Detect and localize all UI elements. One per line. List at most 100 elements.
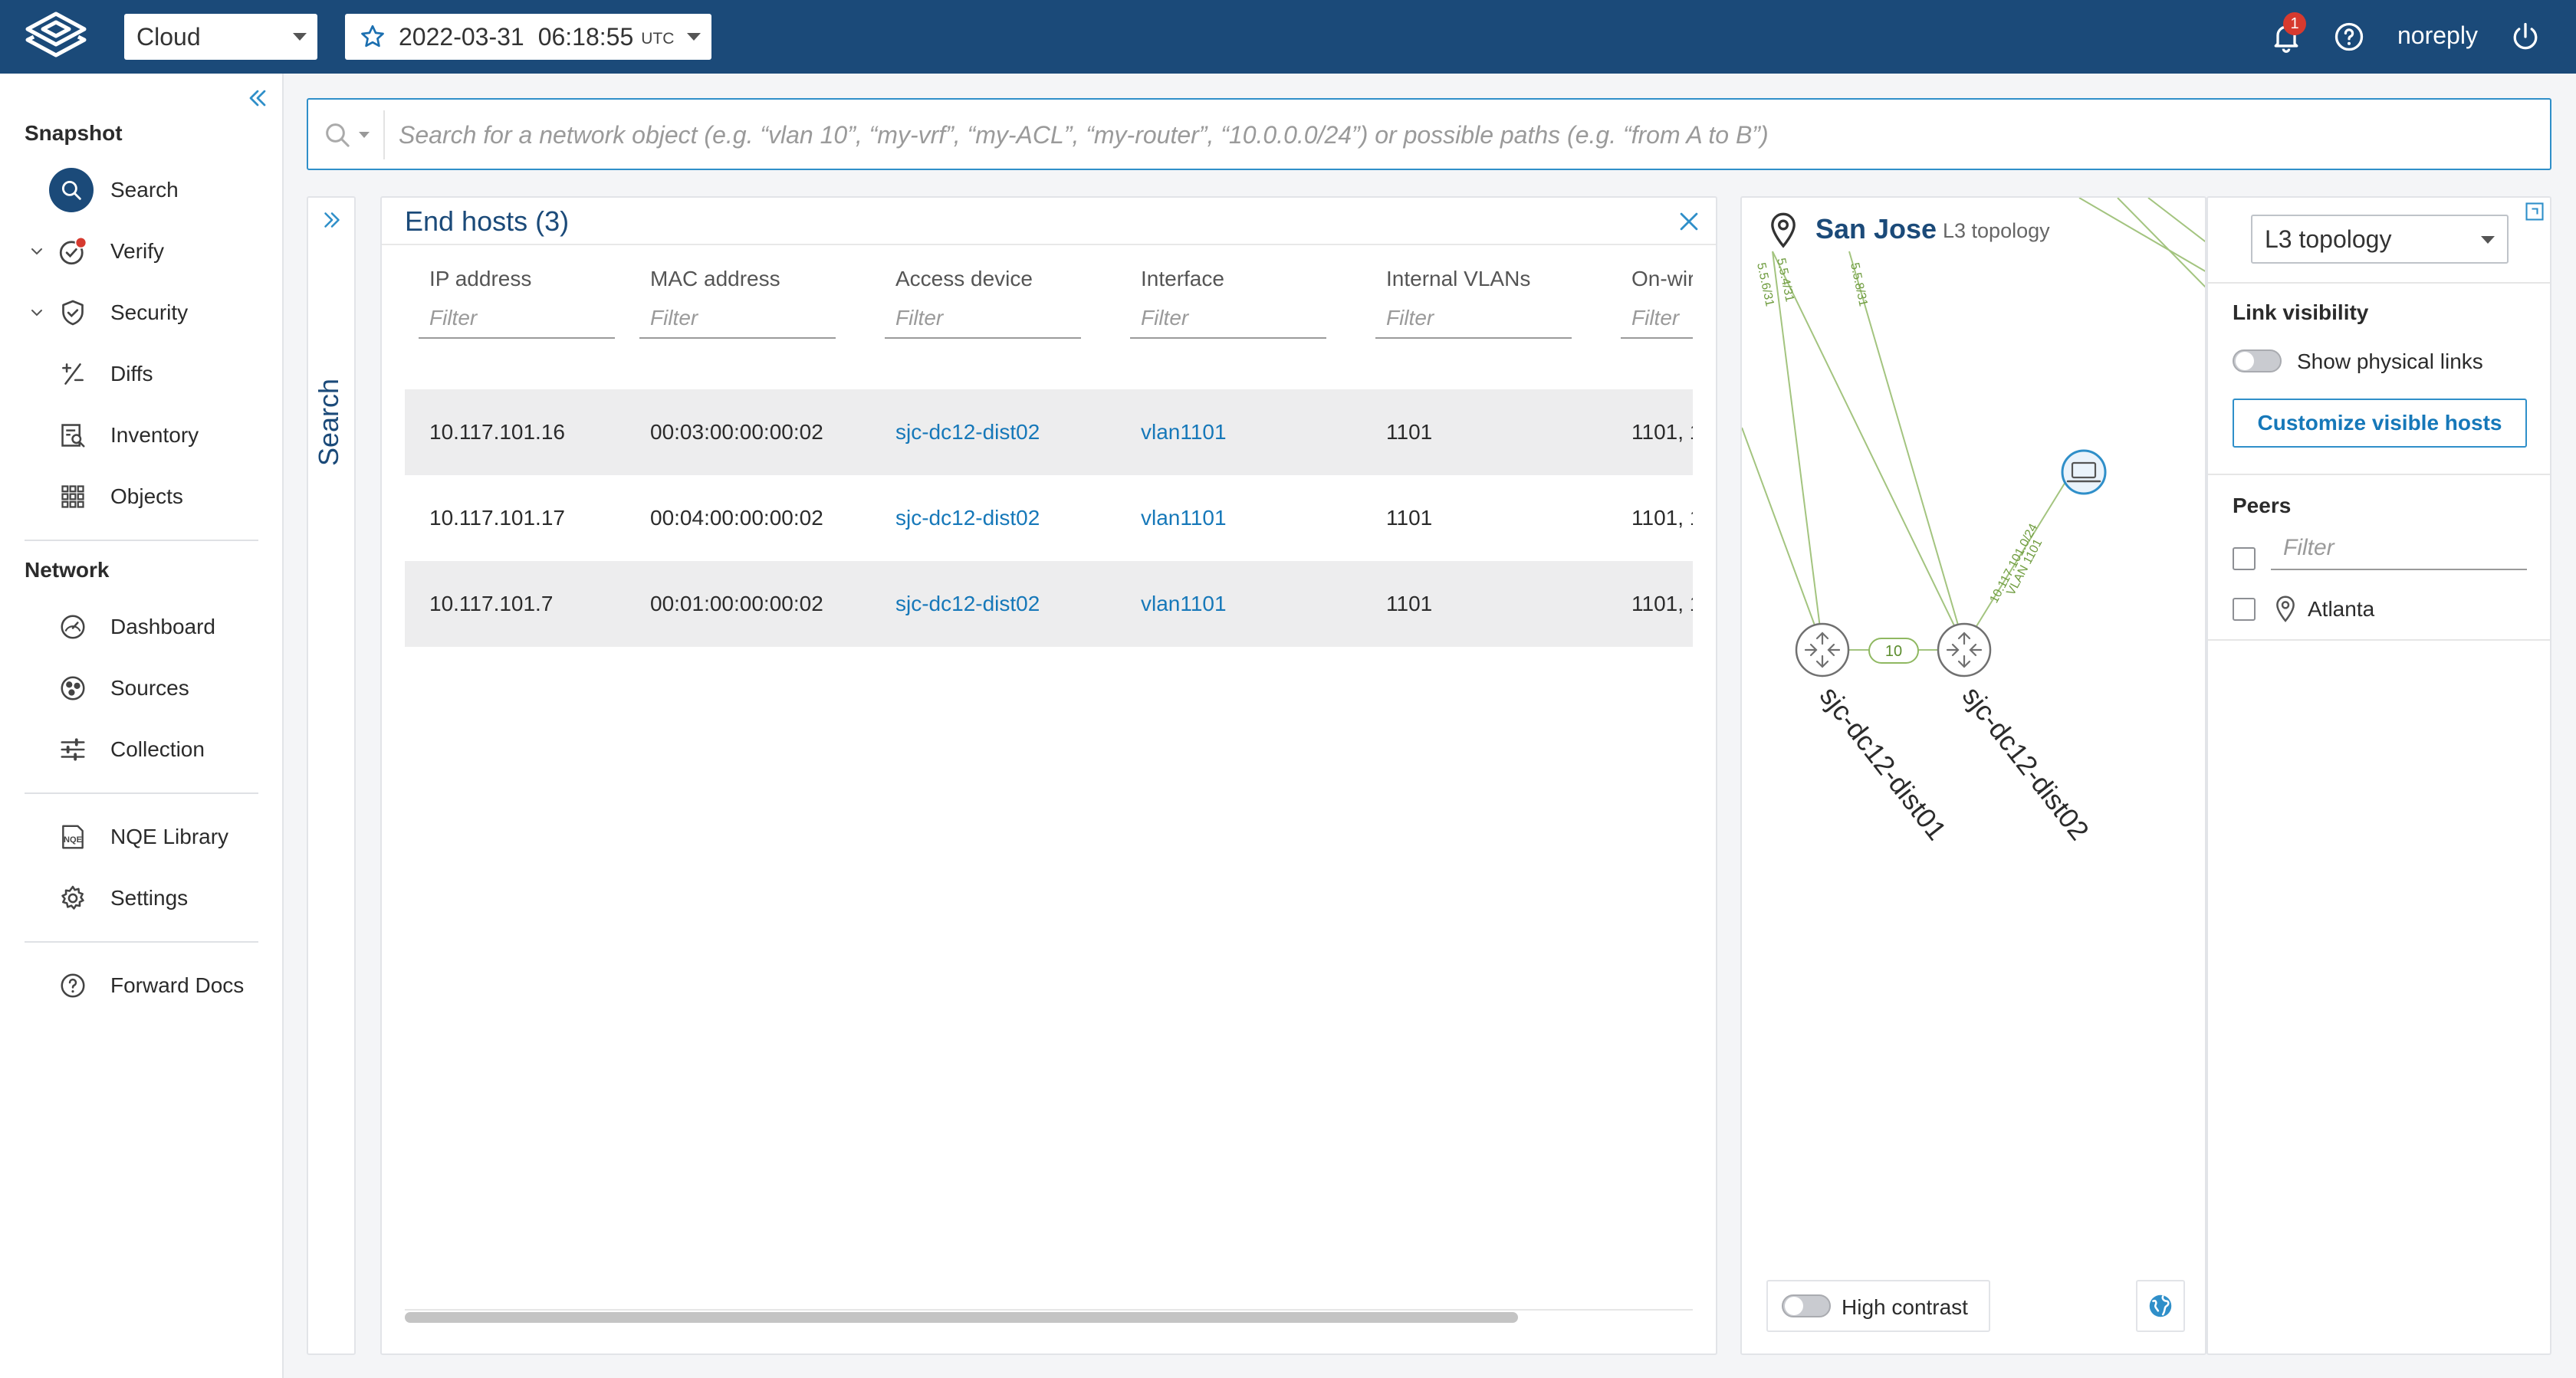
link-label: 5.5.6/31 (1754, 261, 1776, 307)
customize-visible-hosts-button[interactable]: Customize visible hosts (2233, 399, 2527, 448)
help-icon[interactable] (2332, 20, 2366, 54)
topology-site-name[interactable]: San Jose (1815, 213, 1937, 244)
sidebar-item-objects[interactable]: Objects (0, 469, 276, 524)
power-icon[interactable] (2509, 20, 2542, 54)
end-hosts-panel: End hosts (3) IP address MAC address Acc… (380, 196, 1717, 1355)
expand-panel-icon[interactable] (319, 207, 345, 233)
router-icon[interactable] (1795, 622, 1850, 678)
sidebar-item-sources[interactable]: Sources (0, 661, 276, 716)
sidebar-item-label: Search (110, 178, 179, 202)
table-row[interactable]: 10.117.101.17 00:04:00:00:00:02 sjc-dc12… (405, 475, 1693, 561)
search-icon[interactable] (322, 120, 353, 150)
sidebar-item-dashboard[interactable]: Dashboard (0, 599, 276, 655)
location-pin-icon (1771, 212, 1796, 248)
sidebar-item-verify[interactable]: Verify (0, 224, 276, 279)
link-count-badge[interactable] (1868, 638, 1919, 664)
panel-divider (2208, 474, 2550, 475)
sidebar-divider (25, 941, 258, 943)
column-header-internal-vlans[interactable]: Internal VLANs (1386, 267, 1531, 290)
interface-link[interactable]: vlan1101 (1141, 420, 1227, 444)
globe-button[interactable] (2136, 1280, 2185, 1332)
access-device-filter-input[interactable] (885, 299, 1081, 339)
sidebar-item-label: NQE Library (110, 825, 229, 848)
search-rail-label[interactable]: Search (313, 378, 344, 466)
peers-select-all-checkbox[interactable] (2233, 547, 2256, 570)
mac-filter-input[interactable] (639, 299, 836, 339)
peer-checkbox-atlanta[interactable] (2233, 598, 2256, 621)
link-count: 10 (1885, 643, 1902, 660)
close-icon[interactable] (1676, 208, 1702, 235)
sidebar-item-collection[interactable]: Collection (0, 722, 276, 777)
snapshot-date: 2022-03-31 (399, 22, 524, 51)
collapse-sidebar-icon[interactable] (244, 84, 271, 112)
chevron-down-icon[interactable] (28, 242, 46, 261)
interface-filter-input[interactable] (1130, 299, 1326, 339)
internal-vlans-filter-input[interactable] (1375, 299, 1572, 339)
interface-link[interactable]: vlan1101 (1141, 592, 1227, 615)
column-header-access-device[interactable]: Access device (895, 267, 1033, 290)
undock-icon[interactable] (2524, 201, 2545, 222)
on-wire-cell: 1101, 1 (1631, 420, 1693, 444)
sidebar-item-search[interactable]: Search (0, 162, 276, 218)
column-header-on-wire[interactable]: On-wir (1631, 267, 1693, 290)
sidebar-item-label: Sources (110, 676, 189, 700)
access-device-link[interactable]: sjc-dc12-dist02 (895, 506, 1040, 530)
table-row[interactable]: 10.117.101.16 00:03:00:00:00:02 sjc-dc12… (405, 389, 1693, 475)
horizontal-scrollbar-track[interactable] (405, 1309, 1693, 1323)
topology-view-value: L3 topology (2265, 225, 2392, 253)
svg-text:NQE: NQE (64, 835, 82, 845)
device-label-dist01[interactable]: sjc-dc12-dist01 (1814, 681, 1953, 846)
panel-divider (2208, 282, 2550, 284)
sidebar-item-security[interactable]: Security (0, 285, 276, 340)
peer-label-atlanta[interactable]: Atlanta (2308, 597, 2375, 621)
snapshot-select[interactable]: 2022-03-31 06:18:55 UTC (345, 14, 711, 60)
high-contrast-toggle[interactable]: High contrast (1766, 1280, 1990, 1332)
search-side-rail[interactable]: Search (307, 196, 356, 1355)
sidebar-item-settings[interactable]: Settings (0, 871, 276, 926)
mac-cell: 00:03:00:00:00:02 (650, 420, 823, 444)
sidebar-item-inventory[interactable]: Inventory (0, 408, 276, 463)
column-header-mac[interactable]: MAC address (650, 267, 780, 290)
on-wire-cell: 1101, 1 (1631, 506, 1693, 530)
access-device-link[interactable]: sjc-dc12-dist02 (895, 592, 1040, 615)
table-row[interactable]: 10.117.101.7 00:01:00:00:00:02 sjc-dc12-… (405, 561, 1693, 647)
host-group-icon[interactable] (2061, 449, 2107, 495)
sidebar-item-nqe-library[interactable]: NQE NQE Library (0, 809, 276, 865)
sidebar-item-label: Dashboard (110, 615, 215, 638)
chevron-down-icon[interactable] (28, 303, 46, 322)
star-icon[interactable] (359, 23, 386, 51)
device-label-dist02[interactable]: sjc-dc12-dist02 (1957, 681, 2095, 846)
topology-view-select[interactable]: L3 topology (2251, 215, 2509, 264)
forward-logo-icon[interactable] (20, 9, 92, 64)
sidebar-divider (25, 540, 258, 541)
gear-icon (57, 882, 89, 914)
access-device-link[interactable]: sjc-dc12-dist02 (895, 420, 1040, 444)
snapshot-section-title: Snapshot (25, 121, 123, 145)
username[interactable]: noreply (2397, 21, 2478, 49)
peers-filter-input[interactable] (2271, 527, 2527, 570)
show-physical-links-switch[interactable] (2233, 349, 2282, 372)
ip-filter-input[interactable] (419, 299, 615, 339)
sidebar-item-diffs[interactable]: Diffs (0, 346, 276, 402)
ip-cell: 10.117.101.16 (429, 420, 565, 444)
search-input[interactable] (397, 112, 2528, 158)
chevron-down-icon (293, 33, 307, 41)
column-header-ip[interactable]: IP address (429, 267, 532, 290)
chevron-down-icon[interactable] (359, 132, 370, 138)
sidebar-item-forward-docs[interactable]: Forward Docs (0, 958, 276, 1013)
sliders-icon (57, 733, 89, 766)
high-contrast-switch[interactable] (1782, 1294, 1831, 1317)
router-icon[interactable] (1937, 622, 1992, 678)
environment-select[interactable]: Cloud (124, 14, 317, 60)
column-header-interface[interactable]: Interface (1141, 267, 1224, 290)
horizontal-scrollbar-thumb[interactable] (405, 1312, 1518, 1323)
chevron-down-icon (687, 33, 701, 41)
search-divider (383, 110, 385, 159)
sidebar-item-label: Verify (110, 239, 165, 263)
shield-icon (57, 297, 89, 329)
on-wire-filter-input[interactable] (1621, 299, 1693, 339)
interface-link[interactable]: vlan1101 (1141, 506, 1227, 530)
topology-canvas[interactable]: 5.5.4/31 5.5.6/31 5.5.8/31 10.117.101.0/… (1742, 198, 2206, 1355)
sidebar-item-label: Settings (110, 886, 189, 910)
sidebar-item-label: Objects (110, 484, 183, 508)
